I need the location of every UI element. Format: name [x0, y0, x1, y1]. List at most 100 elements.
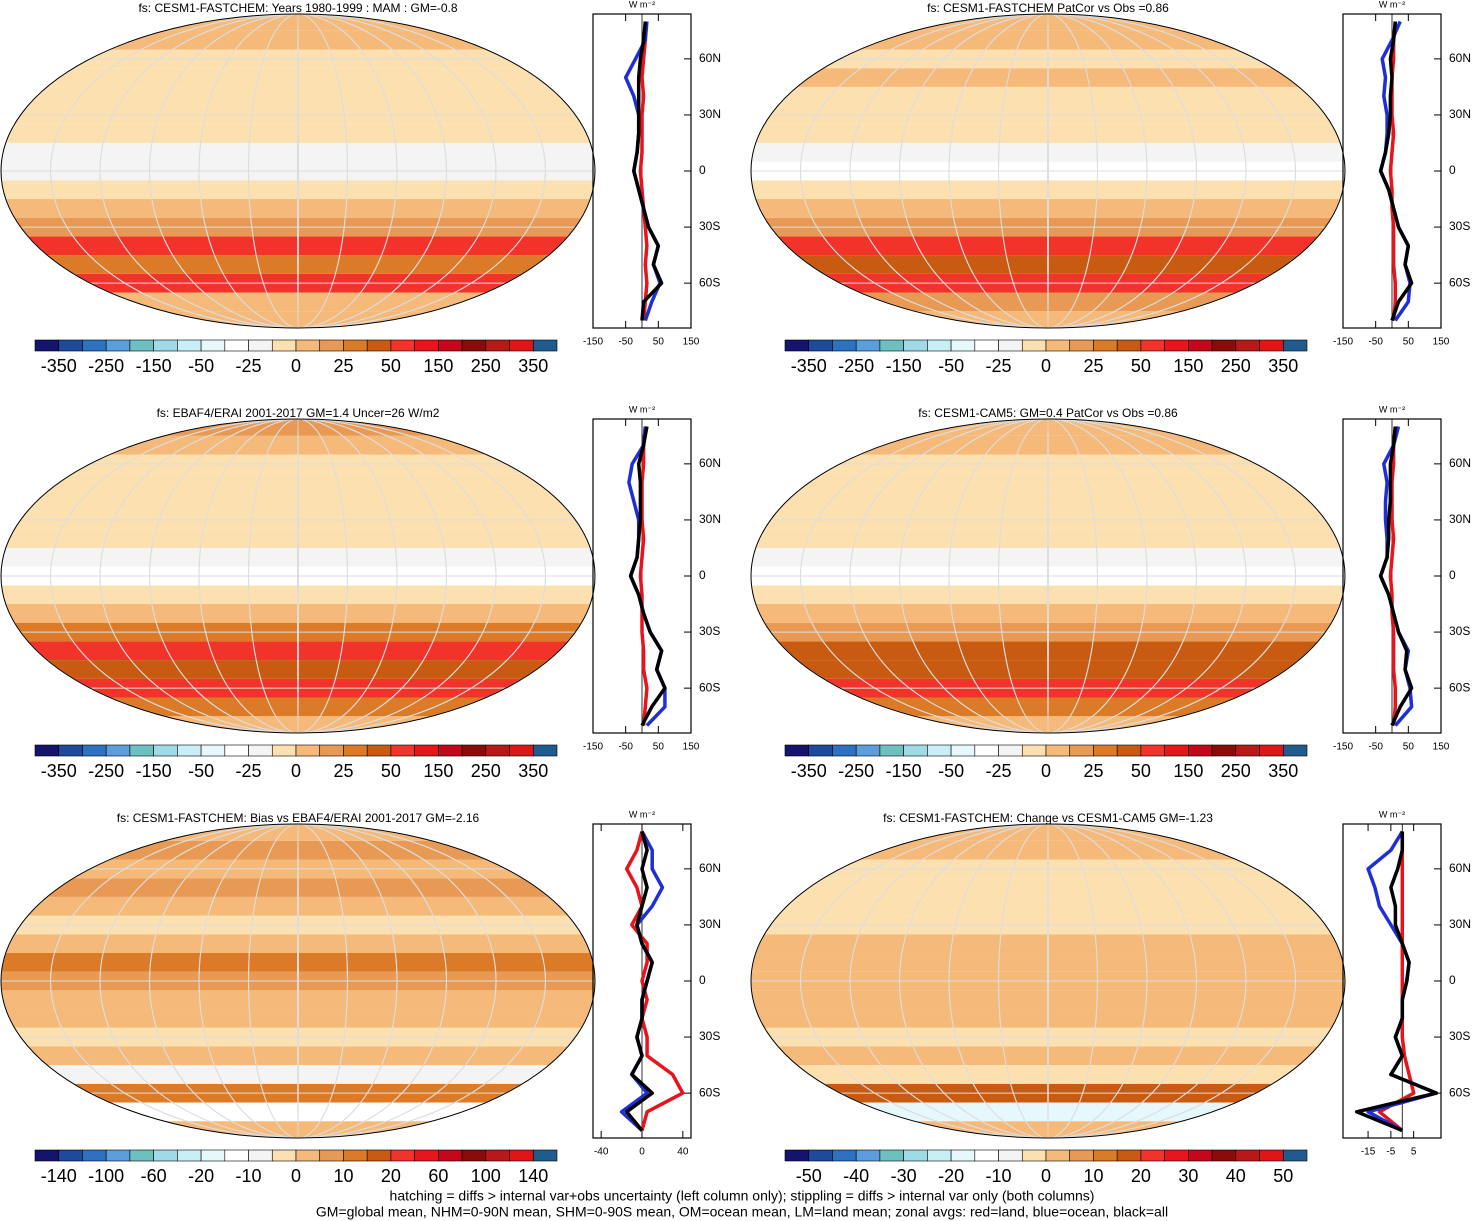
axis-label: W m⁻² — [1379, 809, 1405, 819]
y-tick-label: 30S — [699, 1029, 720, 1043]
colorbar-box — [903, 744, 928, 757]
colorbar-label: -150 — [886, 761, 922, 781]
y-tick-label: 0 — [1449, 163, 1456, 177]
colorbar-box — [224, 339, 249, 352]
colorbar-label: -140 — [41, 1166, 77, 1186]
colorbar-label: -50 — [938, 761, 964, 781]
colorbar-box — [248, 744, 273, 757]
colorbar-box — [200, 744, 226, 757]
colorbar-box — [1140, 744, 1165, 757]
zonal-line — [628, 426, 667, 727]
y-tick-label: 0 — [1449, 973, 1456, 987]
colorbar-box — [271, 1149, 297, 1162]
colorbar-box — [509, 339, 534, 352]
colorbar-box — [153, 339, 178, 352]
map — [1, 14, 595, 328]
map — [1, 419, 595, 733]
colorbar-label: -25 — [986, 356, 1012, 376]
colorbar-box — [1164, 744, 1189, 757]
colorbar-label: -350 — [791, 356, 827, 376]
colorbar-box — [1045, 339, 1071, 352]
colorbar-box — [1188, 1149, 1213, 1162]
x-tick-label: 150 — [683, 742, 700, 753]
colorbar-box — [855, 1149, 881, 1162]
colorbar-box — [438, 744, 463, 757]
map — [751, 824, 1345, 1138]
colorbar-box — [903, 339, 928, 352]
colorbar-box — [784, 744, 810, 757]
colorbar-box — [414, 744, 439, 757]
colorbar-box — [879, 1149, 904, 1162]
colorbar-box — [414, 1149, 439, 1162]
colorbar-label: 250 — [1221, 356, 1251, 376]
colorbar-box — [879, 339, 904, 352]
colorbar-box — [129, 1149, 154, 1162]
colorbar-box — [58, 1149, 83, 1162]
colorbar-box — [200, 1149, 226, 1162]
colorbar-box — [532, 744, 558, 757]
colorbar-box — [319, 339, 344, 352]
colorbar-label: -25 — [236, 356, 262, 376]
y-tick-label: 30N — [1449, 107, 1471, 121]
x-tick-label: -150 — [583, 742, 603, 753]
colorbar-box — [58, 339, 83, 352]
panel-title: fs: CESM1-CAM5: GM=0.4 PatCor vs Obs =0.… — [918, 406, 1178, 420]
colorbar-box — [366, 339, 392, 352]
colorbar-box — [808, 1149, 833, 1162]
colorbar-box — [950, 339, 976, 352]
colorbar-box — [808, 744, 833, 757]
colorbar-label: 150 — [1173, 761, 1203, 781]
colorbar-box — [509, 1149, 534, 1162]
colorbar-box — [1140, 339, 1165, 352]
colorbar-box — [177, 1149, 202, 1162]
colorbar-label: 25 — [1083, 761, 1103, 781]
colorbar-box — [1235, 339, 1260, 352]
colorbar-box — [1188, 339, 1213, 352]
colorbar-box — [1259, 1149, 1284, 1162]
colorbar-label: 250 — [471, 356, 501, 376]
colorbar-box — [200, 339, 226, 352]
colorbar-box — [1069, 339, 1094, 352]
map-border — [750, 418, 1346, 734]
y-tick-label: 30N — [699, 512, 721, 526]
colorbar-box — [319, 744, 344, 757]
colorbar-box — [1282, 744, 1308, 757]
x-tick-label: -5 — [1386, 1147, 1395, 1158]
colorbar-label: 0 — [1041, 761, 1051, 781]
panel-title: fs: CESM1-FASTCHEM PatCor vs Obs =0.86 — [927, 1, 1169, 15]
colorbar-box — [1021, 339, 1047, 352]
colorbar-label: 150 — [423, 761, 453, 781]
colorbar-box — [485, 1149, 510, 1162]
colorbar-box — [532, 1149, 558, 1162]
y-tick-label: 60S — [699, 275, 720, 289]
y-tick-label: 60N — [699, 51, 721, 65]
colorbar-label: -30 — [891, 1166, 917, 1186]
colorbar-box — [1211, 1149, 1237, 1162]
zonal-line — [1388, 426, 1398, 726]
colorbar-box — [248, 339, 273, 352]
colorbar-label: -250 — [838, 356, 874, 376]
zonal-line — [638, 21, 649, 321]
colorbar-box — [461, 1149, 487, 1162]
colorbar-box — [319, 1149, 344, 1162]
colorbar-label: 60 — [428, 1166, 448, 1186]
colorbar-label: -10 — [986, 1166, 1012, 1186]
colorbar-label: 0 — [1041, 1166, 1051, 1186]
colorbar-box — [832, 744, 857, 757]
colorbar-label: -100 — [88, 1166, 124, 1186]
map — [751, 14, 1345, 328]
colorbar-box — [82, 339, 107, 352]
colorbar-label: 250 — [1221, 761, 1251, 781]
colorbar-label: -250 — [838, 761, 874, 781]
y-tick-label: 30N — [1449, 917, 1471, 931]
colorbar-label: 50 — [1273, 1166, 1293, 1186]
axis-label: W m⁻² — [1379, 0, 1405, 9]
colorbar-box — [1164, 1149, 1189, 1162]
x-tick-label: -50 — [1368, 337, 1383, 348]
y-tick-label: 0 — [699, 568, 706, 582]
colorbar-box — [1235, 744, 1260, 757]
colorbar-label: 10 — [333, 1166, 353, 1186]
colorbar-label: 140 — [518, 1166, 548, 1186]
zonal-line — [1354, 831, 1439, 1133]
colorbar-box — [879, 744, 904, 757]
